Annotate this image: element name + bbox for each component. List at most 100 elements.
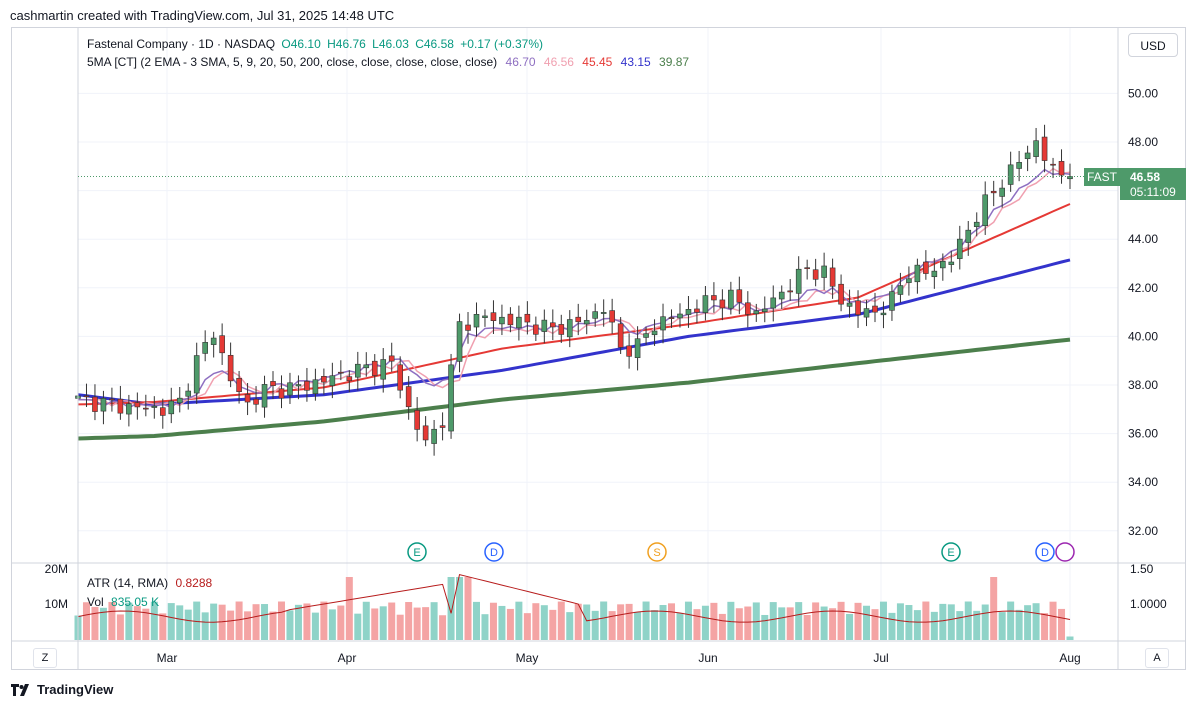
candle-body xyxy=(575,316,582,323)
volume-bar xyxy=(456,577,464,640)
candle-body xyxy=(1067,176,1073,180)
volume-bar xyxy=(913,610,921,640)
volume-bar xyxy=(871,609,879,640)
event-marker-S: S xyxy=(647,542,667,562)
candle-body xyxy=(321,376,327,383)
volume-bar xyxy=(608,611,616,640)
volume-tick-label: 10M xyxy=(45,597,68,611)
bar-countdown: 05:11:09 xyxy=(1130,185,1176,199)
volume-bar xyxy=(133,606,141,640)
volume-bar xyxy=(947,604,955,640)
candle-body xyxy=(558,324,565,335)
volume-bar xyxy=(634,611,642,640)
ema-5-line xyxy=(77,168,1071,409)
volume-bar xyxy=(854,602,862,640)
volume-bar xyxy=(540,605,548,640)
volume-bar xyxy=(1015,609,1023,640)
candle-body xyxy=(685,309,692,315)
candle-body xyxy=(380,359,387,380)
event-label: S xyxy=(653,547,660,559)
atr-tick-label: 1.50 xyxy=(1130,562,1154,576)
volume-bar xyxy=(863,605,871,640)
ma-value-ema9: 46.56 xyxy=(543,55,574,69)
volume-legend[interactable]: Vol 835.05 K xyxy=(87,595,159,609)
candle-body xyxy=(626,345,632,357)
event-label: D xyxy=(1041,547,1049,559)
candle-body xyxy=(541,319,548,332)
volume-bar xyxy=(625,603,633,640)
candle-body xyxy=(524,313,531,323)
volume-bar xyxy=(413,607,421,640)
auto-scale-button[interactable]: A xyxy=(1145,648,1169,668)
volume-bar xyxy=(320,601,328,640)
candle-body xyxy=(872,305,878,313)
ma-value-ema5: 46.70 xyxy=(505,55,536,69)
ohlc-change: +0.17 (+0.37%) xyxy=(460,37,543,51)
volume-bar xyxy=(1024,605,1032,640)
volume-bar xyxy=(710,602,718,640)
volume-bar xyxy=(735,608,743,640)
ma-line-ma20 xyxy=(77,203,1071,406)
volume-bar xyxy=(167,603,175,640)
symbol-badge: FAST xyxy=(1084,168,1120,186)
volume-bar xyxy=(176,605,184,640)
volume-bar xyxy=(812,602,820,640)
volume-bar xyxy=(888,612,896,640)
candle-body xyxy=(456,321,463,362)
volume-bar xyxy=(91,606,99,640)
volume-bar xyxy=(981,604,989,640)
volume-bar xyxy=(252,604,260,640)
volume-bar xyxy=(718,613,726,640)
volume-bar xyxy=(964,601,972,640)
candle-body xyxy=(414,410,420,430)
symbol-legend[interactable]: Fastenal Company · 1D · NASDAQ O46.10 H4… xyxy=(87,37,543,51)
candle-body xyxy=(473,314,480,328)
ohlc-open: O46.10 xyxy=(281,37,321,51)
volume-bar xyxy=(472,601,480,640)
candle-body xyxy=(117,398,124,414)
volume-bar xyxy=(922,601,930,640)
volume-bar xyxy=(227,610,235,640)
event-marker-D: D xyxy=(484,542,504,562)
volume-bar xyxy=(515,601,523,640)
volume-bar xyxy=(286,610,294,640)
volume-bar xyxy=(506,608,514,640)
candle-body xyxy=(702,295,709,313)
candle-body xyxy=(185,390,192,397)
chart-credit: cashmartin created with TradingView.com,… xyxy=(10,8,395,23)
atr-legend[interactable]: ATR (14, RMA) 0.8288 xyxy=(87,576,212,590)
candle-body xyxy=(431,428,437,444)
timezone-button[interactable]: Z xyxy=(33,648,57,668)
candle-body xyxy=(855,300,861,316)
candle-body xyxy=(583,320,590,325)
volume-bar xyxy=(201,612,209,640)
ma-legend[interactable]: 5MA [CT] (2 EMA - 3 SMA, 5, 9, 20, 50, 2… xyxy=(87,55,689,69)
volume-bar xyxy=(345,577,353,640)
price-tick-label: 48.00 xyxy=(1128,135,1158,149)
candle-body xyxy=(770,297,777,309)
volume-bar xyxy=(532,603,540,640)
candle-body xyxy=(592,311,598,319)
candle-body xyxy=(643,333,649,338)
volume-bar xyxy=(803,614,811,640)
volume-bar xyxy=(617,604,625,640)
volume-bar xyxy=(829,608,837,640)
ohlc-low: L46.03 xyxy=(372,37,409,51)
candle-body xyxy=(516,316,522,329)
event-circle xyxy=(647,542,667,562)
volume-bar xyxy=(489,602,497,640)
candle-body xyxy=(1007,164,1014,185)
volume-bar xyxy=(727,601,735,640)
event-circle xyxy=(407,542,427,562)
currency-button[interactable]: USD xyxy=(1128,33,1178,57)
price-tick-label: 50.00 xyxy=(1128,86,1158,100)
volume-bar xyxy=(235,601,243,640)
candle-body xyxy=(973,221,980,227)
volume-bar xyxy=(430,602,438,640)
candle-body xyxy=(176,397,183,404)
volume-bar xyxy=(388,602,396,640)
candle-body xyxy=(270,381,276,386)
volume-bar xyxy=(447,577,455,640)
candle-body xyxy=(931,270,938,278)
